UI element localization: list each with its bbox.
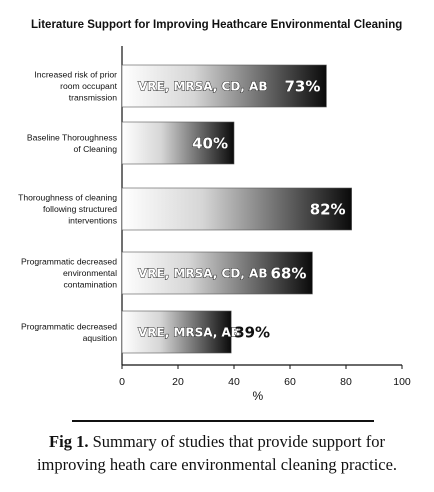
bar-organism-note: VRE, MRSA, CD, AB (138, 80, 267, 94)
x-tick-label: 20 (172, 376, 184, 388)
bar (121, 310, 232, 354)
bar (121, 121, 235, 165)
bar-organism-note: VRE, MRSA, CD, AB (138, 267, 267, 281)
chart-title: Literature Support for Improving Heathca… (31, 19, 402, 31)
caption-rule (72, 420, 374, 422)
category-label: environmental (63, 268, 117, 278)
category-label: interventions (68, 216, 117, 226)
caption-figure-label: Fig 1. (49, 432, 89, 451)
bar (121, 64, 327, 108)
category-label: Programmatic decreased (21, 257, 117, 267)
bar (121, 187, 352, 231)
figure-caption: Fig 1. Summary of studies that provide s… (18, 430, 416, 476)
category-label: Thoroughness of cleaning (18, 193, 117, 203)
category-label: aqusition (83, 333, 118, 343)
category-label: Baseline Thoroughness (27, 132, 117, 142)
bar-value-label: 68% (270, 265, 306, 283)
category-label: room occupant (60, 81, 117, 91)
bar-chart: Literature Support for Improving Heathca… (18, 19, 411, 403)
x-tick-label: 60 (284, 376, 296, 388)
caption-line-1: Summary of studies that provide support … (92, 432, 385, 451)
bar-value-label: 82% (310, 201, 346, 219)
caption-line-2: improving heath care environmental clean… (36, 455, 398, 474)
x-tick-label: 100 (393, 376, 411, 388)
category-label: following structured (43, 204, 117, 214)
x-tick-label: 80 (340, 376, 352, 388)
category-label: Programmatic decreased (21, 321, 117, 331)
x-tick-label: 0 (119, 376, 125, 388)
x-tick-label: 40 (228, 376, 240, 388)
bar (121, 251, 313, 295)
bar-value-label: 40% (192, 135, 228, 153)
bar-value-label: 73% (284, 78, 320, 96)
category-label: contamination (63, 280, 117, 290)
category-label: of Cleaning (74, 144, 118, 154)
bar-organism-note: VRE, MRSA, AB (138, 326, 240, 340)
category-label: transmission (69, 93, 117, 103)
category-label: Increased risk of prior (34, 70, 117, 80)
bar-value-label: 39% (234, 324, 270, 342)
x-axis-label: % (252, 389, 263, 403)
plot-area: 0 20 40 60 80 100% Increased risk of priorroom… (18, 46, 411, 403)
